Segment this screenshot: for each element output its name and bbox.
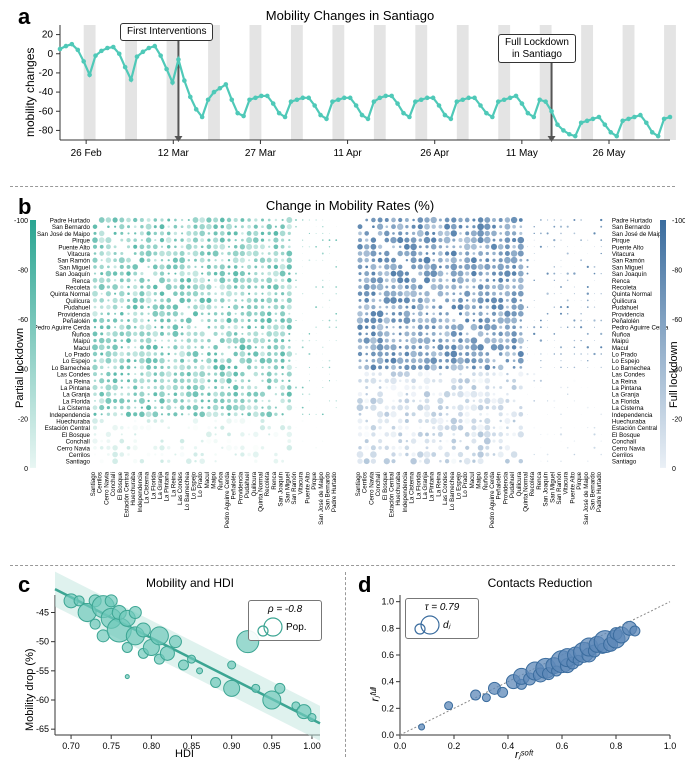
panel-d: d Contacts Reduction 0.00.20.40.60.81.00… (350, 570, 685, 765)
panel-c-legend: ρ = -0.8 Pop. (248, 600, 322, 641)
svg-text:11 May: 11 May (506, 148, 538, 159)
panel-d-xlabel: rⱼˢᵒᶠᵗ (515, 748, 533, 761)
svg-text:27 Mar: 27 Mar (245, 148, 277, 159)
panel-a-svg: 20 0 -20 -40 -60 -80 26 Feb 12 Mar 27 Mar 11 Apr 2… (0, 0, 685, 175)
svg-text:0.75: 0.75 (102, 741, 120, 751)
panel-b-left-axis: Partial lockdown (14, 308, 26, 408)
panel-b-right-axis: Full lockdown (668, 308, 680, 408)
panel-d-ylabel: rⱼᶠᵘˡˡ (369, 642, 382, 702)
divider-ab (10, 186, 675, 187)
svg-text:-45: -45 (36, 608, 49, 618)
svg-text:1.0: 1.0 (664, 741, 677, 751)
d-label: dⱼ (443, 620, 450, 631)
svg-text:12 Mar: 12 Mar (158, 148, 190, 159)
svg-text:Padre Hurtado: Padre Hurtado (596, 471, 603, 512)
panel-b-svg: Padre HurtadoSan BernardoSan José de Mai… (0, 192, 685, 562)
pop-label: Pop. (286, 622, 307, 633)
svg-text:-50: -50 (36, 637, 49, 647)
callout-first-interventions: First Interventions (120, 23, 213, 41)
svg-text:-20: -20 (18, 416, 28, 423)
svg-text:0.4: 0.4 (502, 741, 515, 751)
svg-text:26 May: 26 May (593, 148, 626, 159)
panel-c: c Mobility and HDI 0.700.750.800.850.900… (0, 570, 340, 765)
svg-text:Santiago: Santiago (66, 459, 91, 466)
pop-icon (255, 617, 283, 637)
d-icon (412, 615, 440, 635)
panel-c-xlabel: HDI (175, 748, 194, 760)
svg-text:11 Apr: 11 Apr (333, 148, 362, 159)
panel-a: a Mobility Changes in Santiago 200-20-40… (0, 0, 685, 175)
svg-text:-100: -100 (14, 218, 28, 225)
svg-text:-55: -55 (36, 666, 49, 676)
svg-text:-100: -100 (672, 218, 685, 225)
svg-text:0.6: 0.6 (556, 741, 569, 751)
tau-text: τ = 0.79 (412, 602, 472, 613)
svg-text:-40: -40 (39, 87, 54, 98)
svg-text:0.80: 0.80 (143, 741, 161, 751)
svg-text:0.2: 0.2 (448, 741, 461, 751)
svg-text:1.0: 1.0 (381, 597, 394, 607)
svg-text:0: 0 (24, 466, 28, 473)
svg-text:Santiago: Santiago (612, 459, 637, 466)
rho-text: ρ = -0.8 (255, 604, 315, 615)
svg-text:-20: -20 (39, 68, 54, 79)
svg-text:26 Apr: 26 Apr (420, 148, 450, 159)
figure-root: a Mobility Changes in Santiago 200-20-40… (0, 0, 685, 765)
svg-text:-60: -60 (39, 106, 54, 117)
svg-text:0.70: 0.70 (62, 741, 80, 751)
svg-text:-20: -20 (672, 416, 682, 423)
svg-text:-80: -80 (39, 125, 54, 136)
svg-text:0.8: 0.8 (610, 741, 623, 751)
svg-text:Padre Hurtado: Padre Hurtado (331, 471, 338, 512)
svg-text:0.2: 0.2 (381, 703, 394, 713)
panel-c-ylabel: Mobility drop (%) (24, 611, 36, 731)
panel-d-svg: 0.0 0.2 0.4 0.6 0.8 1.0 0.0 0.2 0.4 0.6 0.8 1.0 (350, 570, 685, 765)
divider-bc (10, 565, 675, 566)
svg-text:0.95: 0.95 (263, 741, 281, 751)
panel-a-ylabel: mobility changes (23, 37, 37, 137)
svg-text:0.6: 0.6 (381, 650, 394, 660)
panel-d-legend: τ = 0.79 dⱼ (405, 598, 479, 639)
svg-text:0: 0 (672, 466, 676, 473)
svg-text:0.0: 0.0 (394, 741, 407, 751)
svg-text:-80: -80 (672, 268, 682, 275)
svg-text:26 Feb: 26 Feb (71, 148, 103, 159)
divider-cd (345, 572, 346, 757)
callout-full-lockdown: Full Lockdown in Santiago (498, 34, 576, 63)
panel-b: b Change in Mobility Rates (%) Padre Hur… (0, 192, 685, 562)
svg-text:0.4: 0.4 (381, 677, 394, 687)
svg-text:-80: -80 (18, 268, 28, 275)
svg-text:0.8: 0.8 (381, 623, 394, 633)
svg-text:0.90: 0.90 (223, 741, 241, 751)
svg-text:20: 20 (42, 30, 54, 41)
svg-text:-65: -65 (36, 724, 49, 734)
svg-text:0: 0 (47, 49, 53, 60)
svg-text:1.00: 1.00 (303, 741, 321, 751)
svg-text:-60: -60 (36, 695, 49, 705)
svg-text:0.0: 0.0 (381, 730, 394, 740)
